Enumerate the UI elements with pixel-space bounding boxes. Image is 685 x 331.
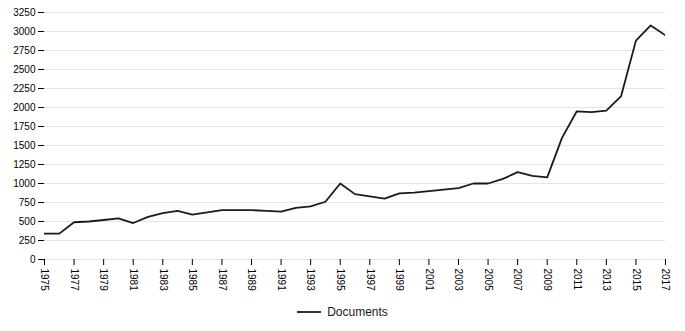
svg-text:2013: 2013 [601, 269, 612, 292]
svg-text:2000: 2000 [13, 102, 36, 113]
svg-text:2007: 2007 [512, 269, 523, 292]
svg-text:3000: 3000 [13, 26, 36, 37]
html-text:Documents: Documents [327, 305, 388, 319]
svg-text:1991: 1991 [276, 269, 287, 292]
svg-text:2250: 2250 [13, 83, 36, 94]
svg-text:1979: 1979 [98, 269, 109, 292]
svg-text:1500: 1500 [13, 140, 36, 151]
svg-text:2011: 2011 [572, 269, 583, 291]
svg-text:2003: 2003 [453, 269, 464, 292]
svg-text:750: 750 [19, 197, 36, 208]
svg-text:2017: 2017 [660, 269, 671, 292]
svg-text:1993: 1993 [305, 269, 316, 292]
svg-text:1987: 1987 [217, 269, 228, 292]
svg-text:1977: 1977 [69, 269, 80, 292]
svg-text:1750: 1750 [13, 121, 36, 132]
svg-text:1983: 1983 [158, 269, 169, 292]
svg-text:500: 500 [19, 216, 36, 227]
svg-text:2500: 2500 [13, 64, 36, 75]
svg-text:2001: 2001 [424, 269, 435, 292]
svg-text:2005: 2005 [483, 269, 494, 292]
svg-text:3250: 3250 [13, 7, 36, 18]
svg-text:1985: 1985 [187, 269, 198, 292]
svg-text:1999: 1999 [394, 269, 405, 292]
svg-text:1995: 1995 [335, 269, 346, 292]
svg-text:2009: 2009 [542, 269, 553, 292]
svg-text:1000: 1000 [13, 178, 36, 189]
svg-text:1250: 1250 [13, 159, 36, 170]
svg-text:1989: 1989 [246, 269, 257, 292]
svg-text:1981: 1981 [128, 269, 139, 292]
svg-text:1975: 1975 [39, 269, 50, 292]
svg-text:0: 0 [30, 254, 36, 265]
svg-text:2750: 2750 [13, 45, 36, 56]
svg-text:2015: 2015 [631, 269, 642, 292]
svg-text:250: 250 [19, 235, 36, 246]
svg-text:1997: 1997 [365, 269, 376, 292]
